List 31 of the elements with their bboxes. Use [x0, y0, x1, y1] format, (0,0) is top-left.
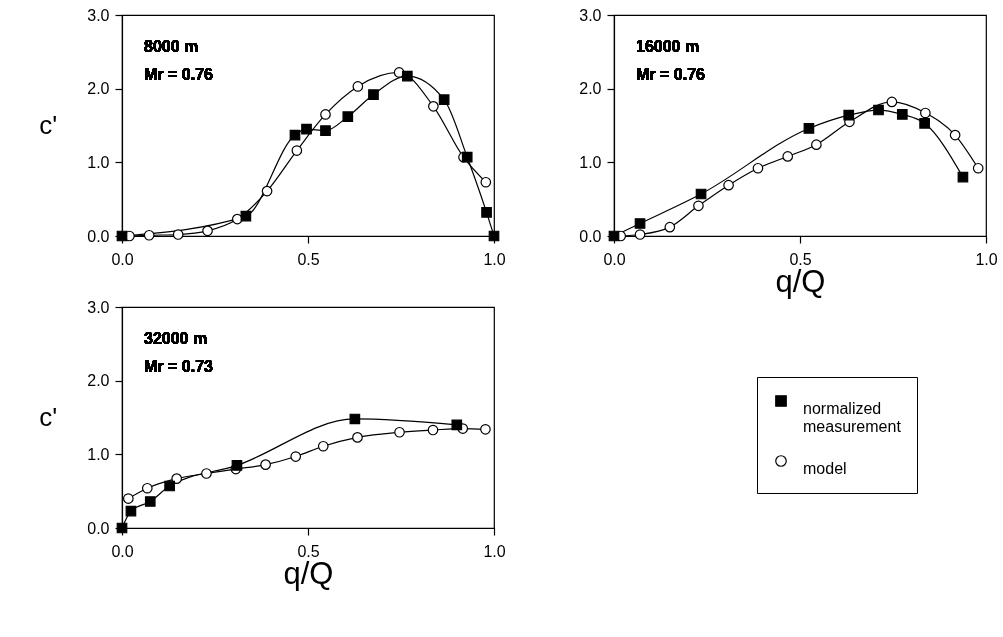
y-axis-title: c'	[39, 110, 58, 140]
y-tick-label: 2.0	[87, 372, 110, 390]
legend-label: normalized measurement	[803, 400, 902, 435]
x-tick-label: 0.5	[789, 250, 812, 268]
x-tick-label: 0.5	[297, 542, 320, 560]
x-tick-label: 0.5	[297, 250, 320, 268]
x-tick-label: 1.0	[483, 250, 506, 268]
x-tick-label: 0.0	[111, 542, 134, 560]
annotation: Mr = 0.76	[636, 66, 706, 83]
y-tick-label: 2.0	[579, 80, 602, 98]
y-tick-label: 1.0	[87, 445, 110, 463]
x-tick-label: 1.0	[483, 542, 506, 560]
y-tick-label: 1.0	[87, 153, 110, 171]
x-tick-label: 0.0	[111, 250, 134, 268]
y-tick-label: 0.0	[87, 227, 110, 245]
y-tick-label: 3.0	[87, 6, 110, 24]
y-tick-label: 0.0	[579, 227, 602, 245]
y-tick-label: 3.0	[579, 6, 602, 24]
y-tick-label: 3.0	[87, 298, 110, 316]
annotation: 32000 m	[144, 330, 208, 347]
x-tick-label: 0.0	[603, 250, 626, 268]
annotation: Mr = 0.76	[144, 66, 214, 83]
y-tick-label: 2.0	[87, 80, 110, 98]
y-tick-label: 1.0	[579, 153, 602, 171]
y-tick-label: 0.0	[87, 519, 110, 537]
annotation: Mr = 0.73	[144, 358, 214, 375]
annotation: 16000 m	[636, 38, 700, 55]
annotation: 8000 m	[144, 38, 199, 55]
y-axis-title: c'	[39, 402, 58, 432]
x-tick-label: 1.0	[975, 250, 998, 268]
legend-label: model	[803, 460, 847, 477]
